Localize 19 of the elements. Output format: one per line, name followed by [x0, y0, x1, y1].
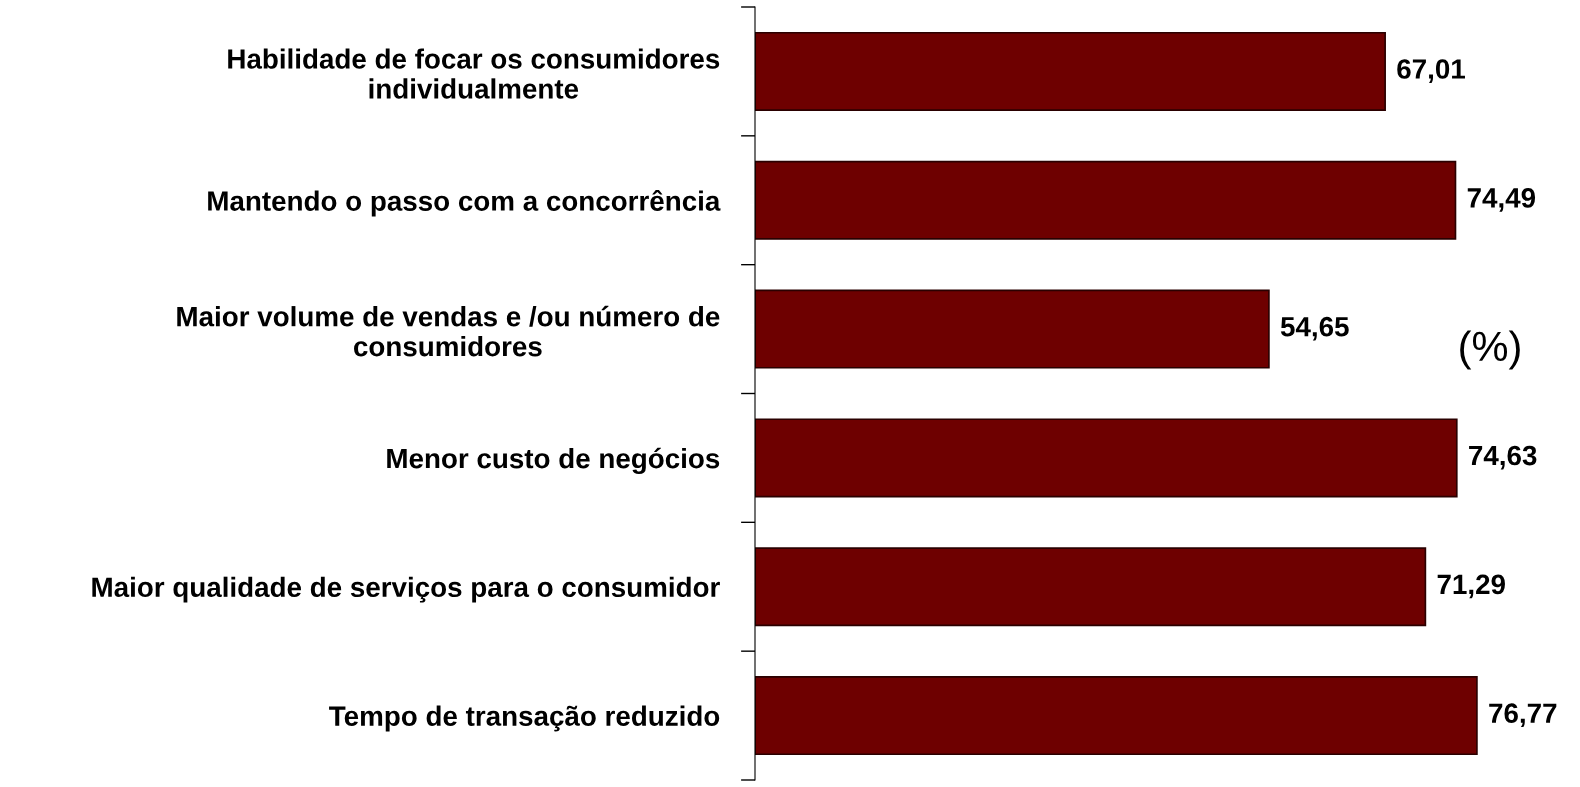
bar	[755, 418, 1458, 498]
y-tick-label: Mantendo o passo com a concorrência	[208, 189, 721, 217]
bar	[755, 31, 1386, 111]
data-label: 74,63	[1469, 445, 1537, 470]
data-label: 76,77	[1489, 703, 1557, 728]
y-tick-label: Menor custo de negócios	[387, 447, 720, 474]
annotation: (%)	[1460, 330, 1520, 370]
y-tick-label: Tempo de transação reduzido	[329, 705, 720, 732]
y-tick-label: Maior volume de vendas e /ou número de consumidores	[177, 305, 720, 357]
bar	[755, 289, 1270, 369]
bar	[755, 676, 1478, 756]
data-label: 71,29	[1437, 574, 1505, 599]
y-tick-label: Habilidade de focar os consumidores individualmente	[228, 48, 720, 99]
data-label: 54,65	[1280, 316, 1349, 341]
bar	[755, 160, 1457, 240]
data-label: 67,01	[1397, 59, 1465, 83]
y-tick-label: Maior qualidade de serviços para o consumidor	[92, 576, 720, 603]
data-label: 74,49	[1467, 188, 1536, 212]
bar	[755, 547, 1427, 627]
